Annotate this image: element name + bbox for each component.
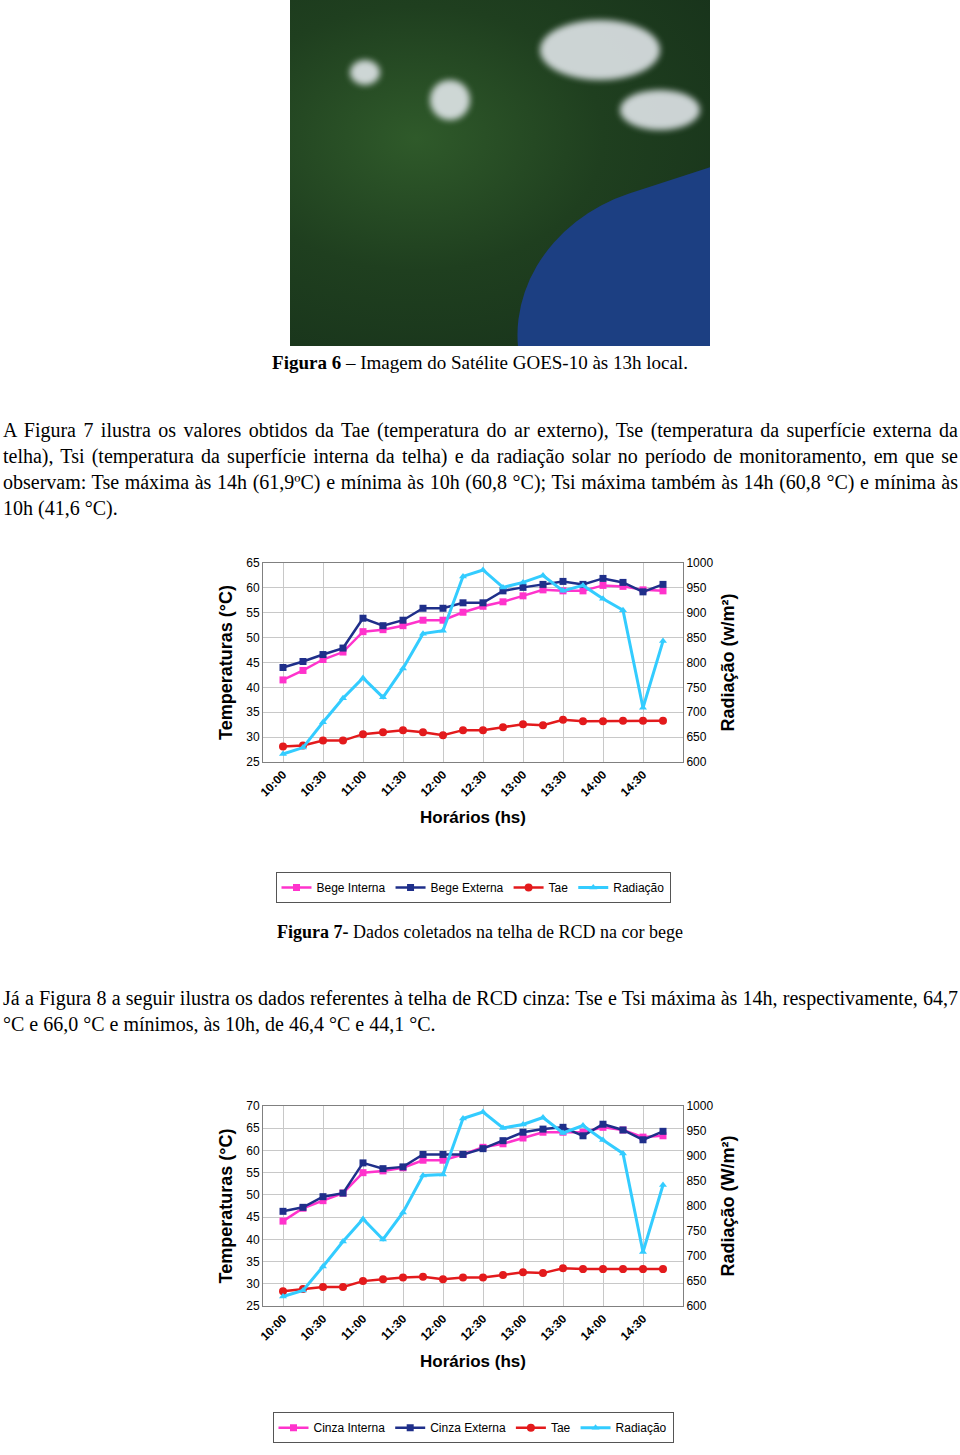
svg-text:55: 55 [246, 1166, 260, 1180]
svg-text:900: 900 [686, 1149, 706, 1163]
svg-text:14:30: 14:30 [618, 768, 650, 800]
svg-text:Radiação (w/m²): Radiação (w/m²) [718, 593, 738, 731]
svg-text:65: 65 [246, 1121, 260, 1135]
svg-text:850: 850 [686, 631, 706, 645]
svg-text:10:30: 10:30 [298, 768, 330, 800]
svg-text:Bege Externa: Bege Externa [431, 881, 504, 895]
svg-text:50: 50 [246, 1188, 260, 1202]
svg-text:900: 900 [686, 606, 706, 620]
svg-text:25: 25 [246, 755, 260, 769]
svg-text:Temperaturas (°C): Temperaturas (°C) [216, 585, 236, 740]
svg-text:700: 700 [686, 1249, 706, 1263]
svg-text:11:00: 11:00 [338, 1312, 369, 1343]
svg-text:25: 25 [246, 1299, 260, 1313]
svg-text:650: 650 [686, 1274, 706, 1288]
svg-text:10:00: 10:00 [258, 1312, 290, 1344]
svg-text:Tae: Tae [549, 881, 569, 895]
svg-text:12:30: 12:30 [458, 1312, 490, 1344]
svg-text:12:00: 12:00 [418, 768, 450, 800]
html-text:Já a Figura 8 a seguir ilustra: Já a Figura 8 a seguir ilustra os dados … [3, 987, 958, 1035]
html-text:Figura 7- Dados coletados na t: Figura 7- Dados coletados na telha de RC… [277, 922, 683, 942]
svg-text:Bege Interna: Bege Interna [317, 881, 386, 895]
svg-text:1000: 1000 [686, 556, 713, 570]
svg-text:950: 950 [686, 1124, 706, 1138]
svg-text:55: 55 [246, 606, 260, 620]
svg-text:70: 70 [246, 1099, 260, 1113]
svg-text:45: 45 [246, 1210, 260, 1224]
svg-text:Tae: Tae [551, 1421, 571, 1435]
svg-text:13:00: 13:00 [498, 1312, 530, 1344]
svg-text:700: 700 [686, 705, 706, 719]
html-text:A Figura 7 ilustra os valores: A Figura 7 ilustra os valores obtidos da… [3, 419, 958, 519]
svg-text:40: 40 [246, 681, 260, 695]
svg-text:1000: 1000 [686, 1099, 713, 1113]
svg-text:13:30: 13:30 [538, 1312, 570, 1344]
svg-text:Cinza Interna: Cinza Interna [314, 1421, 386, 1435]
svg-text:Temperaturas (°C): Temperaturas (°C) [216, 1129, 236, 1284]
svg-text:30: 30 [246, 730, 260, 744]
svg-text:650: 650 [686, 730, 706, 744]
svg-text:11:30: 11:30 [378, 768, 409, 799]
svg-text:35: 35 [246, 705, 260, 719]
svg-text:11:00: 11:00 [338, 768, 369, 799]
html-text:Figura 6 – Imagem do Satélite: Figura 6 – Imagem do Satélite GOES-10 às… [272, 352, 688, 373]
svg-text:40: 40 [246, 1233, 260, 1247]
svg-text:600: 600 [686, 1299, 706, 1313]
svg-text:10:30: 10:30 [298, 1312, 330, 1344]
svg-text:65: 65 [246, 556, 260, 570]
svg-text:750: 750 [686, 1224, 706, 1238]
svg-text:13:30: 13:30 [538, 768, 570, 800]
svg-text:11:30: 11:30 [378, 1312, 409, 1343]
svg-text:Radiação: Radiação [616, 1421, 667, 1435]
svg-text:30: 30 [246, 1277, 260, 1291]
svg-text:60: 60 [246, 581, 260, 595]
svg-text:12:30: 12:30 [458, 768, 490, 800]
svg-text:14:00: 14:00 [578, 1312, 610, 1344]
svg-text:800: 800 [686, 656, 706, 670]
svg-text:800: 800 [686, 1199, 706, 1213]
svg-text:750: 750 [686, 681, 706, 695]
svg-text:14:30: 14:30 [618, 1312, 650, 1344]
svg-text:45: 45 [246, 656, 260, 670]
svg-text:600: 600 [686, 755, 706, 769]
svg-text:Horários (hs): Horários (hs) [420, 808, 526, 827]
svg-text:950: 950 [686, 581, 706, 595]
svg-text:10:00: 10:00 [258, 768, 290, 800]
svg-text:35: 35 [246, 1255, 260, 1269]
svg-text:60: 60 [246, 1144, 260, 1158]
svg-text:Radiação (W/m²): Radiação (W/m²) [718, 1135, 738, 1276]
svg-text:Radiação: Radiação [613, 881, 664, 895]
svg-text:50: 50 [246, 631, 260, 645]
svg-text:13:00: 13:00 [498, 768, 530, 800]
svg-text:12:00: 12:00 [418, 1312, 450, 1344]
svg-text:850: 850 [686, 1174, 706, 1188]
svg-text:Horários (hs): Horários (hs) [420, 1352, 526, 1371]
svg-text:Cinza Externa: Cinza Externa [430, 1421, 506, 1435]
svg-text:14:00: 14:00 [578, 768, 610, 800]
